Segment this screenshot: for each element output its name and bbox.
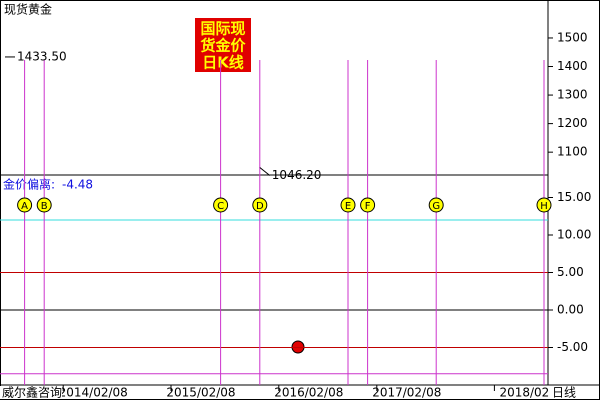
extreme-label: 1433.50 xyxy=(17,49,67,63)
x-tick-label: 2018/02 xyxy=(499,386,549,400)
y-tick-label: 5.00 xyxy=(557,265,584,279)
x-tick-label: 2014/02/08 xyxy=(59,386,128,400)
y-tick-label: 1500 xyxy=(557,30,588,44)
badge-line: 货金价 xyxy=(200,37,246,55)
event-label: H xyxy=(540,201,548,212)
event-badge xyxy=(360,197,376,213)
y-tick-label: 15.00 xyxy=(557,190,591,204)
extreme-pointer xyxy=(259,167,271,176)
y-tick-label: 1100 xyxy=(557,145,588,159)
extreme-label: 1046.20 xyxy=(272,168,322,182)
event-label: D xyxy=(256,201,264,212)
event-label: B xyxy=(41,201,48,212)
event-label: E xyxy=(345,201,351,212)
event-badge xyxy=(340,197,356,213)
event-label: A xyxy=(21,201,28,212)
period-label: 日线 xyxy=(552,386,576,400)
event-label: F xyxy=(365,201,371,212)
event-badge xyxy=(17,197,33,213)
event-label: G xyxy=(432,201,440,212)
deviation-label: 金价偏离: xyxy=(3,177,55,192)
badge-box xyxy=(195,18,251,72)
event-label: C xyxy=(217,201,224,212)
event-badge xyxy=(36,197,52,213)
x-tick-label: 2015/02/08 xyxy=(166,386,235,400)
y-tick-label: 1400 xyxy=(557,59,588,73)
event-badge xyxy=(213,197,229,213)
y-tick-label: 1300 xyxy=(557,88,588,102)
bottom-note: 威尔鑫咨询 xyxy=(2,385,62,400)
y-tick-label: -5.00 xyxy=(557,340,588,354)
deviation-current: -4.48 xyxy=(62,178,93,192)
badge-line: 日K线 xyxy=(202,54,244,72)
event-badge xyxy=(536,197,552,213)
x-tick-label: 2017/02/08 xyxy=(372,386,441,400)
plot: 1100 1200 1300 1400 1500 -5.00 0.00 5.00 10.00 15… xyxy=(0,30,591,400)
badge-line: 国际现 xyxy=(200,20,245,38)
y-tick-label: 1200 xyxy=(557,116,588,130)
note-bg xyxy=(0,386,62,399)
event-badge xyxy=(428,197,444,213)
chart-title: 现货黄金 xyxy=(4,2,52,17)
event-badge xyxy=(252,197,268,213)
y-tick-label: 10.00 xyxy=(557,228,591,242)
x-tick-label: 2016/02/08 xyxy=(274,386,343,400)
y-tick-label: 0.00 xyxy=(557,303,584,317)
